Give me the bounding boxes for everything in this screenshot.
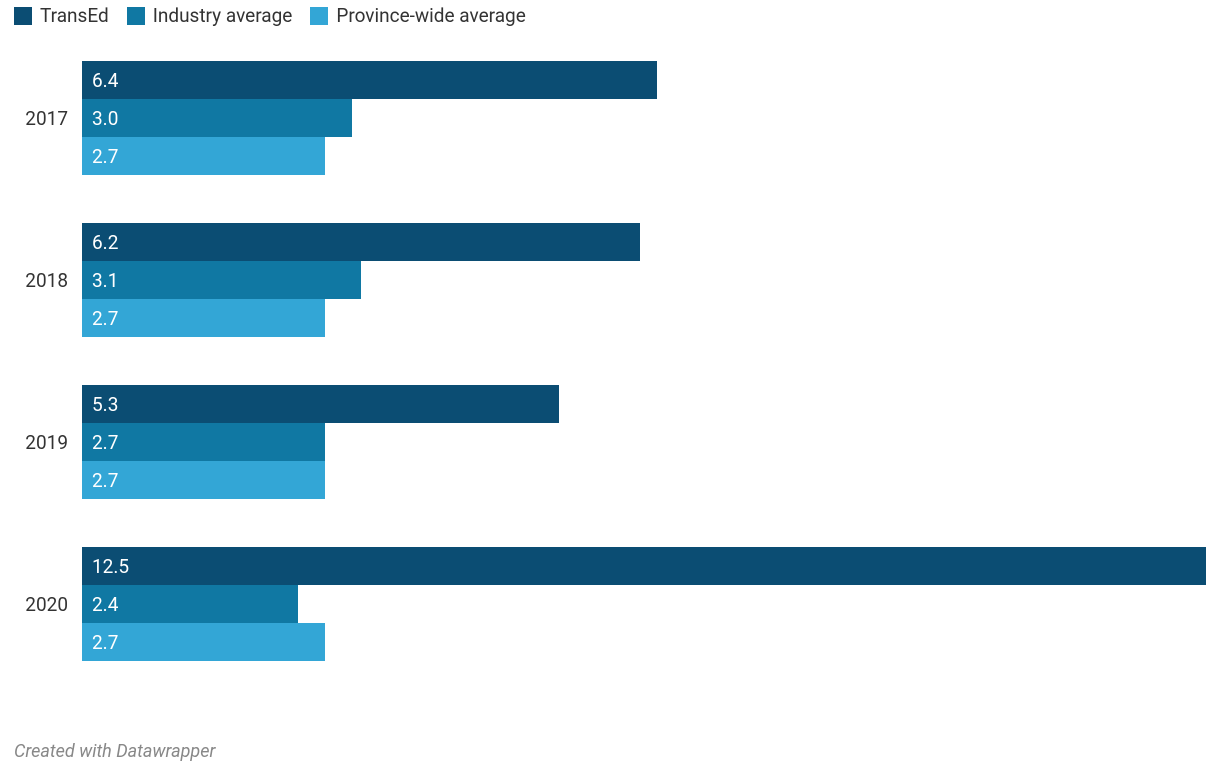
bar-value: 2.7	[92, 307, 118, 330]
bar-province: 2.7	[82, 299, 325, 337]
bar-transed: 6.4	[82, 61, 657, 99]
bar-row: 3.0	[82, 99, 1210, 137]
group-2020: 2020 12.5 2.4 2.7	[14, 547, 1210, 661]
group-2017: 2017 6.4 3.0 2.7	[14, 61, 1210, 175]
bar-row: 2.7	[82, 461, 1210, 499]
bar-value: 3.1	[92, 269, 118, 292]
bar-groups: 2017 6.4 3.0 2.7	[14, 43, 1210, 661]
bar-value: 2.7	[92, 145, 118, 168]
legend-swatch-province	[310, 7, 328, 25]
legend-label-industry: Industry average	[153, 6, 293, 25]
year-label: 2017	[14, 107, 68, 130]
bars-2019: 5.3 2.7 2.7	[82, 385, 1210, 499]
bar-transed: 12.5	[82, 547, 1206, 585]
bar-province: 2.7	[82, 461, 325, 499]
year-label: 2020	[14, 593, 68, 616]
bar-row: 2.7	[82, 299, 1210, 337]
bar-province: 2.7	[82, 137, 325, 175]
legend-label-transed: TransEd	[40, 6, 109, 25]
bar-value: 6.4	[92, 69, 118, 92]
legend-item-transed: TransEd	[14, 6, 109, 25]
legend-item-province: Province-wide average	[310, 6, 525, 25]
legend-item-industry: Industry average	[127, 6, 293, 25]
group-2018: 2018 6.2 3.1 2.7	[14, 223, 1210, 337]
bar-row: 2.7	[82, 423, 1210, 461]
legend: TransEd Industry average Province-wide a…	[14, 4, 1210, 43]
bar-row: 6.4	[82, 61, 1210, 99]
bar-value: 2.7	[92, 431, 118, 454]
legend-swatch-transed	[14, 7, 32, 25]
bar-row: 5.3	[82, 385, 1210, 423]
bars-2017: 6.4 3.0 2.7	[82, 61, 1210, 175]
bar-value: 2.4	[92, 593, 118, 616]
bar-industry: 3.0	[82, 99, 352, 137]
bar-row: 2.4	[82, 585, 1210, 623]
year-label: 2019	[14, 431, 68, 454]
footer-credit: Created with Datawrapper	[14, 741, 215, 762]
legend-swatch-industry	[127, 7, 145, 25]
bar-row: 2.7	[82, 623, 1210, 661]
bar-value: 2.7	[92, 469, 118, 492]
legend-label-province: Province-wide average	[336, 6, 525, 25]
bar-transed: 6.2	[82, 223, 640, 261]
bars-2020: 12.5 2.4 2.7	[82, 547, 1210, 661]
bar-value: 2.7	[92, 631, 118, 654]
group-2019: 2019 5.3 2.7 2.7	[14, 385, 1210, 499]
bar-transed: 5.3	[82, 385, 559, 423]
bar-value: 5.3	[92, 393, 118, 416]
bar-row: 3.1	[82, 261, 1210, 299]
bar-industry: 2.4	[82, 585, 298, 623]
bars-2018: 6.2 3.1 2.7	[82, 223, 1210, 337]
bar-row: 2.7	[82, 137, 1210, 175]
bar-value: 12.5	[92, 555, 129, 578]
bar-industry: 2.7	[82, 423, 325, 461]
bar-industry: 3.1	[82, 261, 361, 299]
chart-container: TransEd Industry average Province-wide a…	[0, 0, 1220, 776]
bar-row: 6.2	[82, 223, 1210, 261]
bar-row: 12.5	[82, 547, 1210, 585]
bar-value: 6.2	[92, 231, 118, 254]
bar-province: 2.7	[82, 623, 325, 661]
year-label: 2018	[14, 269, 68, 292]
bar-value: 3.0	[92, 107, 118, 130]
